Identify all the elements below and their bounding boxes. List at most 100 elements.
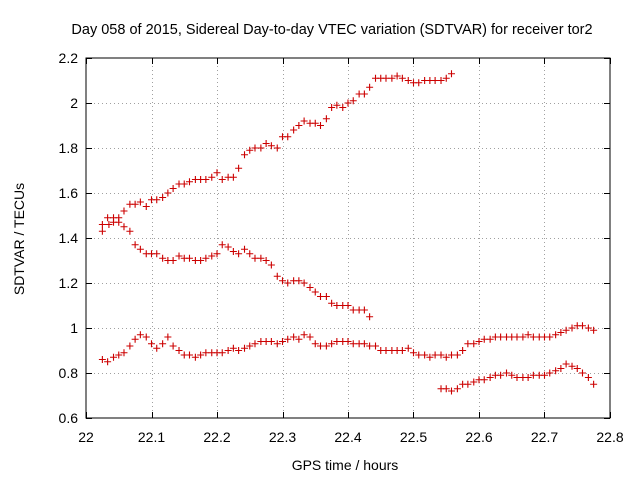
data-point (218, 241, 226, 249)
data-point (251, 340, 259, 348)
series-1 (98, 70, 455, 235)
y-tick-label: 1.2 (59, 275, 79, 291)
data-point (404, 344, 412, 352)
data-point (98, 227, 106, 235)
data-point (557, 329, 565, 336)
data-point (568, 362, 576, 370)
data-point (229, 173, 237, 181)
data-point (360, 306, 368, 314)
data-point (328, 104, 336, 111)
data-point (169, 257, 177, 264)
data-point (159, 340, 167, 348)
data-point (437, 351, 445, 359)
data-point (131, 241, 139, 249)
data-point (284, 335, 292, 343)
data-point (486, 374, 494, 381)
data-point (447, 70, 455, 78)
data-point (251, 144, 259, 152)
data-point (257, 144, 265, 152)
data-point (159, 254, 167, 262)
data-point (110, 214, 118, 222)
data-point (426, 353, 434, 361)
data-point (306, 333, 314, 341)
data-point (366, 83, 374, 91)
axis-ticks (86, 58, 611, 419)
data-point (306, 284, 314, 291)
data-point (366, 313, 374, 321)
series-2 (98, 214, 374, 321)
data-point (584, 324, 592, 332)
y-tick-label: 2 (70, 95, 78, 111)
data-point (131, 200, 139, 208)
data-point (546, 369, 554, 377)
x-tick-label: 22.4 (334, 429, 361, 445)
data-point (311, 288, 319, 296)
data-point (529, 333, 537, 341)
data-point (136, 198, 144, 206)
x-axis-label: GPS time / hours (292, 457, 399, 473)
chart-title: Day 058 of 2015, Sidereal Day-to-day VTE… (71, 22, 592, 38)
data-point (153, 250, 161, 258)
data-point (584, 374, 592, 381)
data-point (311, 340, 319, 348)
data-point (388, 74, 396, 82)
data-point (382, 347, 390, 354)
y-tick-label: 1.4 (59, 230, 79, 246)
data-point (590, 380, 598, 388)
data-point (142, 333, 150, 341)
data-point (497, 371, 505, 379)
data-point (115, 351, 123, 359)
data-point (105, 221, 113, 228)
data-point (290, 126, 298, 134)
data-point (241, 245, 249, 253)
data-point (437, 77, 445, 84)
data-point (169, 185, 177, 192)
data-point (246, 342, 254, 350)
data-point (415, 351, 423, 359)
data-point (169, 342, 177, 350)
data-point (562, 360, 570, 368)
data-point (279, 338, 286, 345)
data-point (546, 333, 554, 341)
data-point (262, 140, 270, 147)
data-point (421, 351, 429, 359)
data-point (235, 347, 243, 354)
data-point (398, 74, 406, 82)
data-point (131, 335, 139, 343)
data-point (224, 347, 232, 354)
x-tick-label: 22.1 (138, 429, 165, 445)
data-point (442, 74, 450, 82)
data-point (273, 144, 281, 152)
data-point (360, 90, 368, 98)
data-point (267, 338, 275, 345)
data-point (290, 333, 298, 341)
data-point (224, 243, 232, 251)
data-point (267, 142, 275, 150)
data-point (251, 254, 259, 262)
x-tick-label: 22.5 (400, 429, 427, 445)
data-point (344, 302, 352, 309)
data-point (344, 338, 352, 345)
data-point (126, 227, 134, 235)
data-point (257, 254, 265, 262)
data-point (235, 164, 243, 172)
data-point (524, 374, 532, 381)
y-tick-labels: 0.6 0.8 1 1.2 1.4 1.6 1.8 2 2.2 (59, 50, 79, 426)
data-point (104, 358, 112, 366)
data-point (213, 250, 221, 258)
data-point (404, 77, 412, 84)
data-point (104, 214, 112, 222)
data-point (480, 335, 488, 343)
data-point (273, 340, 281, 348)
data-point (480, 376, 488, 384)
data-point (328, 299, 336, 307)
data-point (333, 302, 341, 309)
data-point (316, 293, 324, 300)
data-point (513, 333, 521, 341)
data-point (115, 218, 123, 226)
data-point (529, 371, 537, 379)
x-tick-label: 22.8 (596, 429, 623, 445)
y-tick-label: 0.8 (59, 365, 79, 381)
data-point (197, 257, 205, 264)
